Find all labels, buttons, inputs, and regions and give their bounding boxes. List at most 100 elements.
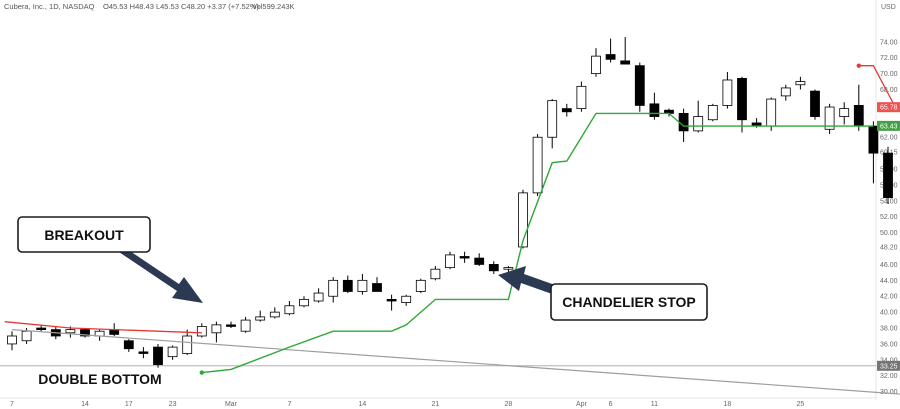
candle-body-up	[299, 299, 309, 307]
y-tick-label: 70.00	[880, 71, 898, 78]
candle	[605, 38, 616, 63]
candle	[255, 310, 266, 322]
chandelier-arrow	[498, 266, 555, 294]
candle	[532, 134, 543, 197]
price-tag-label: 65.78	[880, 105, 898, 112]
price-tag-box	[877, 120, 900, 131]
candle	[795, 76, 806, 90]
ohlc-readout: O45.53 H48.43 L45.53 C48.20 +3.37 (+7.52…	[103, 2, 259, 11]
x-tick-label: 7	[10, 401, 14, 408]
candle	[547, 99, 558, 149]
y-tick-label: 36.00	[880, 341, 898, 348]
candle	[474, 253, 485, 267]
price-tag-box	[877, 102, 900, 113]
candle-body-up	[269, 311, 280, 318]
candle-body-down	[488, 264, 499, 272]
candle	[123, 339, 134, 352]
candle	[561, 103, 572, 117]
candle-body-up	[722, 79, 733, 106]
candle-body-up	[707, 105, 718, 121]
candle-body-down	[80, 329, 90, 337]
candle-body-up	[547, 100, 558, 138]
candle-body-up	[328, 279, 339, 297]
currency-label: USD	[881, 4, 896, 11]
x-tick-label: Apr	[576, 401, 588, 408]
price-tag-box	[877, 360, 900, 371]
candle-body-up	[211, 324, 222, 334]
candle	[459, 251, 470, 263]
breakout-label-box	[17, 216, 151, 253]
candle	[693, 100, 704, 133]
candle-body-down	[386, 299, 397, 302]
candle	[707, 103, 718, 122]
candle	[153, 343, 163, 368]
y-tick-label: 42.00	[880, 294, 898, 301]
candle	[226, 321, 236, 329]
breakout-annotation: BREAKOUT	[17, 216, 203, 303]
x-tick-label: 14	[359, 401, 367, 408]
double-bottom-label: DOUBLE BOTTOM	[38, 371, 161, 387]
candle	[284, 301, 295, 316]
candle	[430, 266, 441, 281]
candles	[7, 37, 893, 368]
candle-body-up	[167, 346, 178, 358]
candle-body-up	[576, 85, 587, 110]
candle-body-down	[883, 152, 893, 199]
price-tags: 65.78 63.43 33.25	[877, 102, 900, 371]
x-tick-label: 28	[505, 401, 513, 408]
candle-body-up	[240, 319, 251, 332]
candle	[313, 288, 324, 303]
candle	[80, 328, 90, 338]
candle	[576, 81, 587, 112]
candle-body-up	[415, 279, 426, 292]
candle	[810, 89, 820, 120]
candle-body-down	[620, 60, 631, 65]
candle	[138, 347, 149, 359]
candle	[328, 277, 339, 303]
x-tick-label: 11	[651, 401, 658, 408]
candle-body-down	[342, 279, 353, 292]
breakout-label: BREAKOUT	[44, 227, 124, 243]
candle-body-down	[372, 283, 382, 292]
candle-body-up	[824, 106, 835, 130]
candle	[722, 72, 733, 109]
candle-body-up	[182, 335, 193, 354]
trend-line	[11, 329, 900, 395]
x-tick-label: 21	[432, 401, 440, 408]
candle-body-up	[357, 279, 368, 292]
candle	[299, 296, 309, 308]
candle-body-down	[868, 125, 879, 154]
candle	[883, 146, 893, 205]
candle-body-down	[605, 54, 616, 60]
breakout-arrow	[110, 241, 203, 303]
candle-body-up	[766, 98, 777, 127]
price-tag-grey: 33.25	[877, 360, 900, 371]
candle-body-down	[634, 65, 645, 106]
candle	[839, 102, 850, 125]
candle	[240, 316, 251, 333]
candle-body-up	[795, 81, 806, 86]
candle	[488, 261, 499, 274]
candle	[36, 324, 47, 332]
candle	[342, 275, 353, 294]
candle-body-up	[255, 316, 266, 321]
x-tick-label: 14	[81, 401, 89, 408]
candle-body-down	[853, 105, 864, 127]
indicator-lines	[4, 63, 900, 395]
x-tick-label: 25	[797, 401, 805, 408]
candle-body-up	[313, 292, 324, 302]
candle-body-up	[518, 192, 528, 248]
x-tick-label: 7	[287, 401, 291, 408]
chandelier-start-dot	[199, 370, 204, 375]
symbol-title: Cubera, Inc., 1D, NASDAQ	[4, 2, 95, 11]
y-tick-label: 54.00	[880, 198, 898, 205]
candle-body-up	[65, 329, 76, 334]
candle	[780, 84, 791, 101]
candle	[211, 321, 222, 343]
price-axis: 74.0072.0070.0068.0066.0062.0060.1558.00…	[880, 39, 898, 396]
candle	[269, 307, 280, 319]
y-tick-label: 30.00	[880, 389, 898, 396]
candle	[415, 278, 426, 294]
chandelier-stop-line	[201, 112, 874, 374]
